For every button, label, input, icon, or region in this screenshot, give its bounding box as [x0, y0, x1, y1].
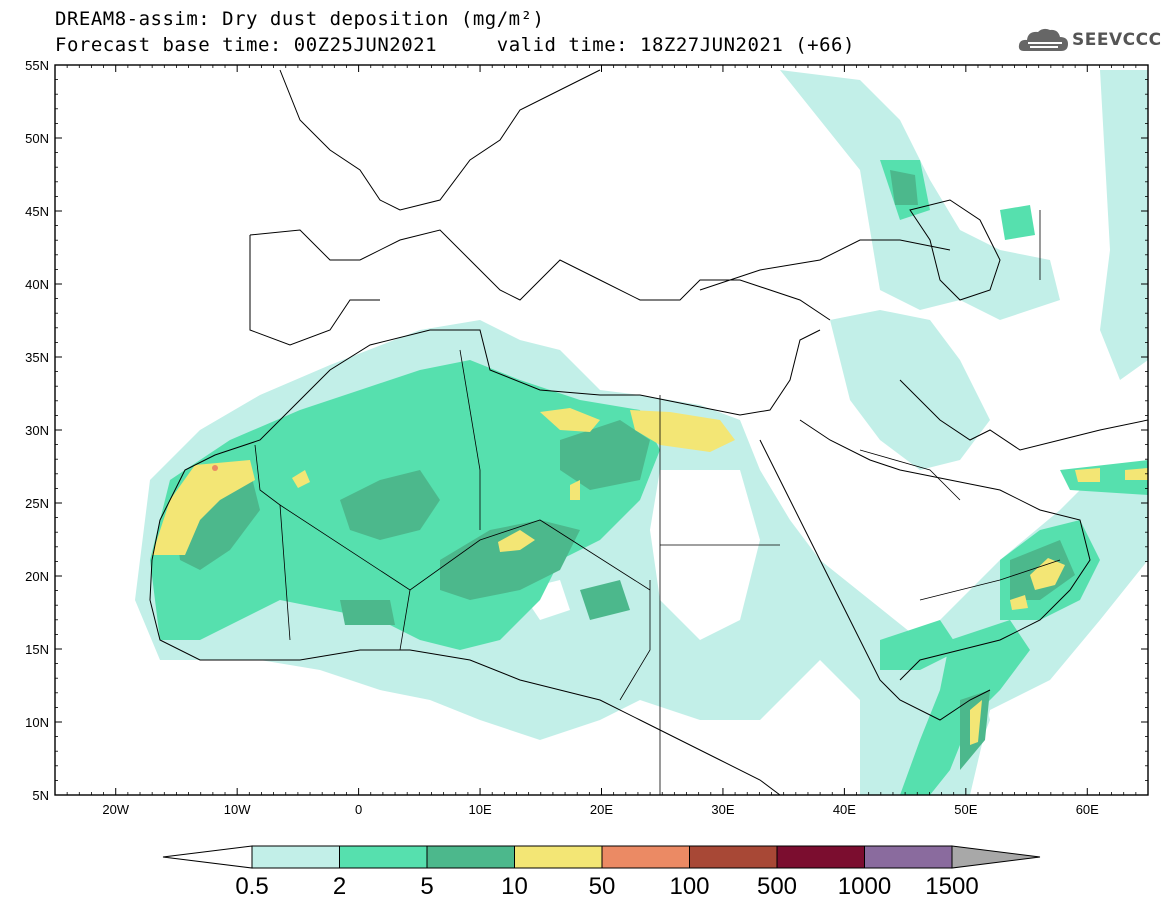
seevccc-logo: SEEVCCC — [1018, 26, 1161, 56]
dust-level-5 — [175, 170, 1075, 770]
country-borders — [254, 210, 1061, 795]
dust-level-50-spot — [212, 465, 218, 471]
latitude-labels: 55N 50N 45N 40N 35N 30N 25N 20N 15N 10N 5N — [25, 58, 49, 803]
lat-label: 40N — [25, 277, 49, 292]
lon-label: 20W — [102, 802, 129, 817]
dust-level-10 — [152, 408, 1148, 745]
colorbar-swatch — [426, 845, 515, 869]
lat-label: 35N — [25, 350, 49, 365]
colorbar-label: 1500 — [925, 873, 978, 900]
coastlines — [149, 69, 1148, 795]
lon-label: 40E — [833, 802, 856, 817]
lon-label: 30E — [711, 802, 734, 817]
lon-label: 20E — [590, 802, 613, 817]
colorbar-swatch — [514, 845, 603, 869]
cloud-logo-icon — [1018, 28, 1068, 51]
lon-label: 0 — [355, 802, 362, 817]
colorbar-label: 0.5 — [235, 873, 268, 900]
lat-label: 5N — [32, 788, 49, 803]
map-title: DREAM8-assim: Dry dust deposition (mg/m²… — [55, 8, 545, 30]
lon-label: 50E — [954, 802, 977, 817]
colorbar-swatch — [689, 845, 778, 869]
colorbar-under-arrow — [162, 845, 253, 869]
colorbar-label: 100 — [669, 873, 709, 900]
colorbar-swatch — [864, 845, 953, 869]
colorbar-swatch — [339, 845, 428, 869]
colorbar-label: 1000 — [838, 873, 891, 900]
lat-label: 10N — [25, 715, 49, 730]
colorbar-label: 2 — [333, 873, 346, 900]
colorbar-label: 50 — [589, 873, 616, 900]
lat-label: 30N — [25, 423, 49, 438]
colorbar: 0.5 2 5 10 50 100 500 1000 1500 — [162, 845, 1041, 900]
colorbar-label: 500 — [757, 873, 797, 900]
valid-time: valid time: 18Z27JUN2021 (+66) — [496, 34, 855, 56]
colorbar-label: 10 — [501, 873, 528, 900]
colorbar-label: 5 — [420, 873, 433, 900]
colorbar-swatch — [776, 845, 865, 869]
base-time: Forecast base time: 00Z25JUN2021 — [55, 34, 438, 56]
lat-label: 45N — [25, 204, 49, 219]
lat-label: 15N — [25, 642, 49, 657]
colorbar-over-arrow — [951, 845, 1041, 869]
lat-label: 20N — [25, 569, 49, 584]
colorbar-swatch — [251, 845, 340, 869]
axis-ticks — [54, 64, 1149, 796]
dust-field — [135, 70, 1148, 795]
map-subtitle: Forecast base time: 00Z25JUN2021 valid t… — [55, 34, 855, 56]
lat-label: 50N — [25, 131, 49, 146]
colorbar-swatch — [601, 845, 690, 869]
lat-label: 25N — [25, 496, 49, 511]
lon-label: 10E — [468, 802, 491, 817]
lat-label: 55N — [25, 58, 49, 73]
lon-label: 10W — [224, 802, 251, 817]
longitude-labels: 20W 10W 0 10E 20E 30E 40E 50E 60E — [102, 802, 1099, 817]
lon-label: 60E — [1076, 802, 1099, 817]
logo-text: SEEVCCC — [1072, 30, 1162, 50]
